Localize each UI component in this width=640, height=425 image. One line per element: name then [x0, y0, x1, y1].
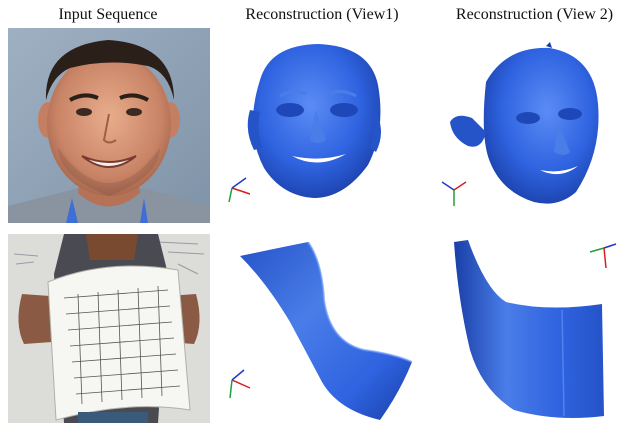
xyz-axis-triad-icon	[440, 176, 470, 206]
xyz-axis-triad-icon	[224, 368, 254, 398]
header-reconstruction-view1: Reconstruction (View1)	[245, 6, 399, 23]
xyz-axis-triad-icon	[588, 240, 618, 270]
header-input-sequence: Input Sequence	[58, 6, 158, 23]
header-reconstruction-view2: Reconstruction (View 2)	[455, 6, 614, 23]
face-reconstruction-view1	[240, 40, 390, 200]
input-frame-face	[8, 28, 210, 223]
paper-reconstruction-view2	[452, 240, 608, 422]
face-reconstruction-view2	[446, 42, 606, 207]
paper-reconstruction-view1	[238, 242, 416, 422]
xyz-axis-triad-icon	[224, 172, 254, 202]
input-frame-paper	[8, 234, 210, 423]
